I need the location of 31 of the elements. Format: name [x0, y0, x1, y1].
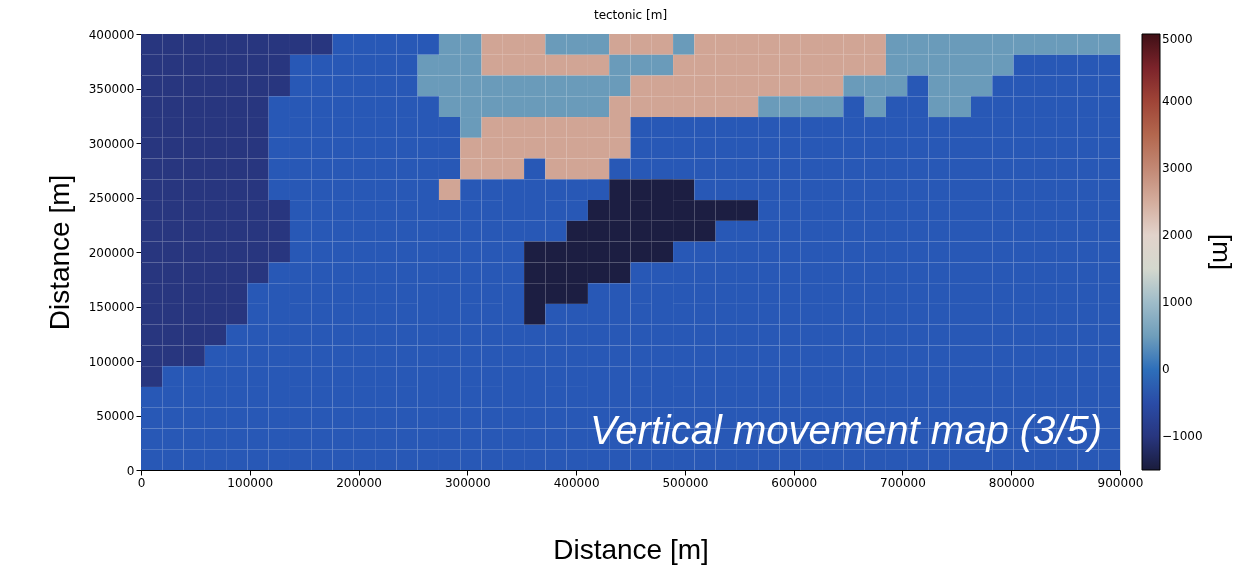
x-tick-label: 900000 [1097, 475, 1144, 490]
color-bar-label: 0 [1162, 362, 1170, 377]
x-tick-label: 600000 [771, 475, 818, 490]
color-bar-title: [m] [1207, 233, 1237, 271]
color-bar-label: 4000 [1162, 94, 1193, 109]
x-tick-label: 700000 [880, 475, 926, 490]
chart-title: tectonic [m] [593, 8, 668, 22]
y-axis-title: Distance [m] [43, 174, 75, 331]
x-tick-label: 200000 [336, 475, 382, 490]
y-tick-label: 200000 [88, 245, 135, 260]
y-tick-label: 350000 [88, 82, 135, 96]
x-tick-label: 400000 [553, 475, 600, 490]
color-bar-label: 1000 [1162, 295, 1193, 310]
x-tick-label: 800000 [988, 475, 1035, 490]
color-bar-label: 2000 [1162, 228, 1193, 243]
x-tick-label: 100000 [227, 475, 274, 490]
color-bar-label: −1000 [1162, 429, 1203, 444]
y-tick-label: 300000 [88, 136, 135, 151]
x-tick-label: 500000 [662, 475, 709, 490]
y-tick-label: 50000 [96, 409, 135, 423]
y-tick-label: 0 [126, 463, 135, 478]
y-tick-label: 250000 [88, 191, 135, 205]
x-tick-label: 0 [137, 475, 146, 490]
y-tick-label: 100000 [88, 354, 135, 369]
x-axis-title: Distance [m] [553, 533, 709, 565]
x-tick-label: 300000 [444, 475, 491, 490]
annotation: Vertical movement map (3/5) [589, 408, 1102, 452]
color-bar-label: 3000 [1162, 161, 1193, 176]
y-tick-label: 150000 [88, 300, 135, 314]
color-bar-label: 5000 [1162, 32, 1193, 46]
y-tick-label: 400000 [88, 27, 135, 42]
